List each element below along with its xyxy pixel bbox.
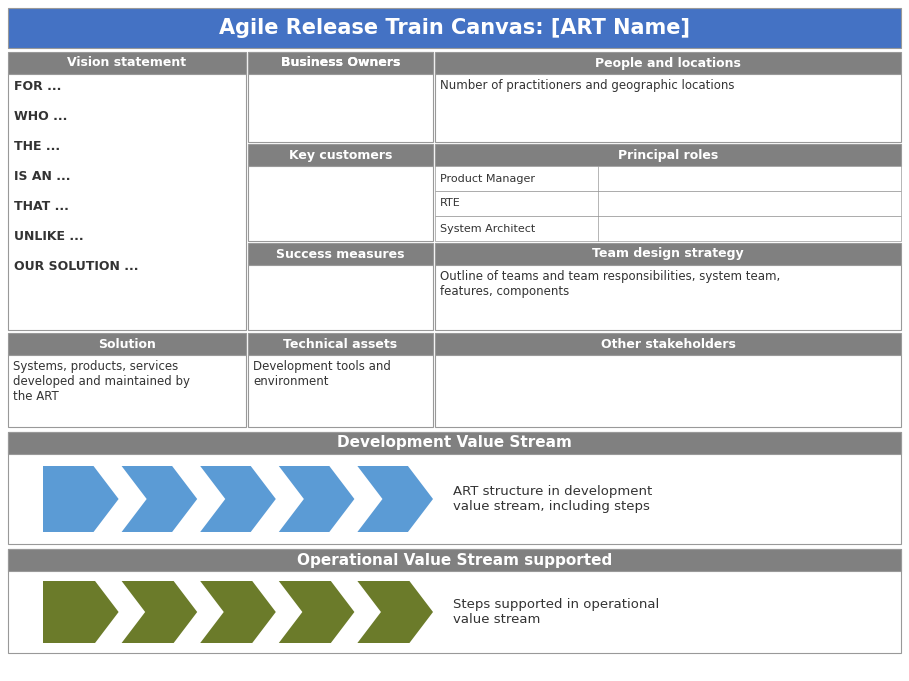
Text: Number of practitioners and geographic locations: Number of practitioners and geographic l… [440, 79, 734, 92]
Bar [248, 52, 433, 74]
Text: Business Owners: Business Owners [281, 57, 400, 69]
Text: Vision statement: Vision statement [67, 57, 186, 69]
Text: ART structure in development
value stream, including steps: ART structure in development value strea… [453, 485, 653, 513]
Text: Other stakeholders: Other stakeholders [601, 338, 735, 351]
Bar [435, 52, 901, 74]
Bar [435, 243, 901, 265]
Text: System Architect: System Architect [440, 223, 535, 234]
Bar [8, 355, 246, 427]
Bar [8, 74, 246, 330]
Text: Key customers: Key customers [289, 148, 392, 161]
Polygon shape [200, 581, 275, 643]
Text: RTE: RTE [440, 198, 461, 208]
Text: Principal roles: Principal roles [618, 148, 718, 161]
Bar [8, 52, 246, 74]
Bar [8, 549, 901, 571]
Bar [435, 144, 901, 166]
Bar [248, 166, 433, 241]
Bar [248, 74, 433, 142]
Bar [248, 333, 433, 355]
Polygon shape [279, 581, 355, 643]
Polygon shape [357, 466, 433, 532]
Polygon shape [357, 581, 433, 643]
Bar [248, 52, 433, 74]
Polygon shape [200, 466, 275, 532]
Bar [8, 432, 901, 454]
Bar [8, 333, 246, 355]
Bar [8, 8, 901, 48]
Text: Product Manager: Product Manager [440, 174, 535, 183]
Text: Development Value Stream: Development Value Stream [337, 436, 572, 451]
Bar [248, 355, 433, 427]
Text: FOR ...

WHO ...

THE ...

IS AN ...

THAT ...

UNLIKE ...

OUR SOLUTION ...: FOR ... WHO ... THE ... IS AN ... THAT .… [14, 80, 138, 273]
Text: Success measures: Success measures [276, 247, 405, 261]
Bar [435, 166, 901, 191]
Polygon shape [122, 581, 197, 643]
Polygon shape [43, 581, 118, 643]
Text: Business Owners: Business Owners [281, 57, 400, 69]
Text: Operational Value Stream supported: Operational Value Stream supported [297, 552, 612, 567]
Text: Agile Release Train Canvas: [ART Name]: Agile Release Train Canvas: [ART Name] [219, 18, 690, 38]
Bar [435, 355, 901, 427]
Bar [8, 432, 901, 544]
Text: Development tools and
environment: Development tools and environment [253, 360, 391, 388]
Bar [248, 144, 433, 166]
Bar [435, 333, 901, 355]
Text: Solution: Solution [98, 338, 156, 351]
Text: Systems, products, services
developed and maintained by
the ART: Systems, products, services developed an… [13, 360, 190, 403]
Text: Outline of teams and team responsibilities, system team,
features, components: Outline of teams and team responsibiliti… [440, 270, 780, 298]
Polygon shape [122, 466, 197, 532]
Bar [435, 265, 901, 330]
Text: People and locations: People and locations [595, 57, 741, 69]
Polygon shape [279, 466, 355, 532]
Polygon shape [43, 466, 118, 532]
Bar [8, 549, 901, 653]
Bar [248, 243, 433, 265]
Bar [248, 265, 433, 330]
Bar [435, 216, 901, 241]
Bar [435, 74, 901, 142]
Text: Steps supported in operational
value stream: Steps supported in operational value str… [453, 598, 659, 626]
Bar [435, 191, 901, 216]
Text: Technical assets: Technical assets [284, 338, 397, 351]
Text: Team design strategy: Team design strategy [592, 247, 744, 261]
